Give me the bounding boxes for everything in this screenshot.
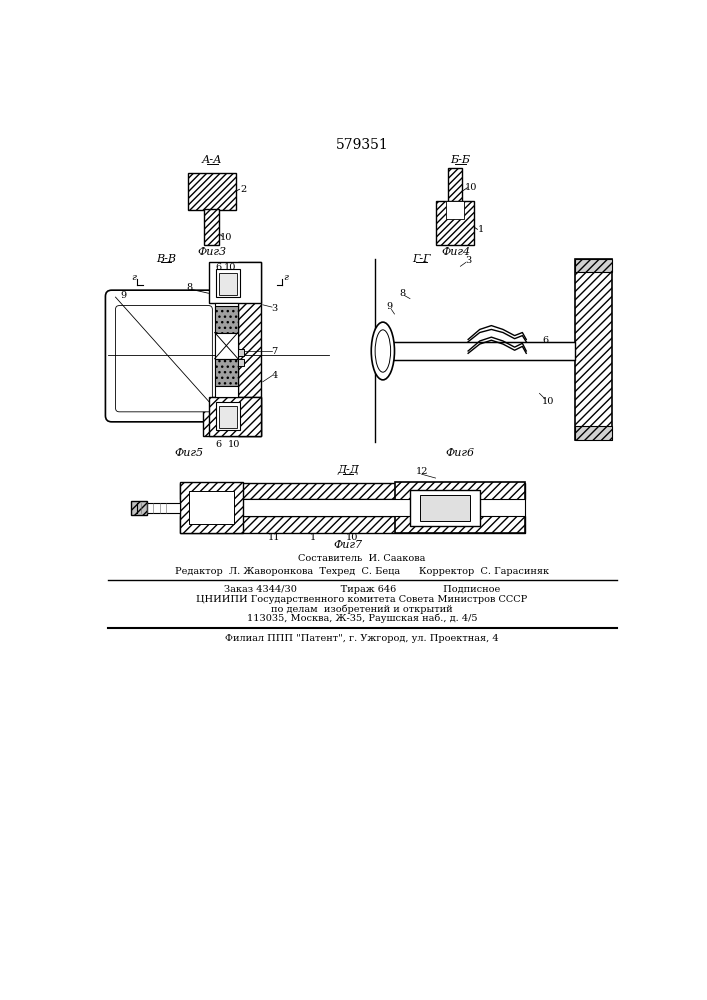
Bar: [215, 303, 238, 397]
Text: Б-Б: Б-Б: [450, 155, 470, 165]
Text: Фиг4: Фиг4: [441, 247, 470, 257]
Text: 10: 10: [346, 533, 358, 542]
Bar: [209, 397, 261, 436]
Bar: [238, 262, 261, 436]
Bar: [215, 333, 238, 359]
Text: 579351: 579351: [336, 138, 388, 152]
Bar: [575, 426, 612, 440]
Bar: [375, 342, 575, 360]
Bar: [216, 269, 240, 297]
Text: 3: 3: [465, 256, 472, 265]
Bar: [395, 482, 525, 533]
Bar: [410, 490, 480, 526]
Text: Д-Д: Д-Д: [337, 465, 359, 475]
Bar: [215, 359, 238, 386]
Text: Редактор  Л. Жаворонкова  Техред  С. Беца      Корректор  С. Гарасиняк: Редактор Л. Жаворонкова Техред С. Беца К…: [175, 567, 549, 576]
Text: 8: 8: [399, 289, 405, 298]
Text: 3: 3: [271, 304, 278, 313]
Text: г: г: [131, 273, 136, 282]
Bar: [204, 209, 219, 245]
Bar: [448, 168, 462, 202]
Bar: [180, 483, 525, 499]
Bar: [215, 306, 238, 333]
FancyBboxPatch shape: [115, 306, 212, 412]
Text: Г-Г: Г-Г: [412, 254, 431, 264]
Text: 11: 11: [268, 533, 281, 542]
Bar: [445, 201, 464, 219]
Text: Составитель  И. Саакова: Составитель И. Саакова: [298, 554, 426, 563]
Ellipse shape: [375, 330, 391, 372]
Bar: [575, 259, 612, 272]
Text: 6: 6: [542, 336, 549, 345]
Text: 113035, Москва, Ж-35, Раушская наб., д. 4/5: 113035, Москва, Ж-35, Раушская наб., д. …: [247, 613, 477, 623]
Bar: [180, 499, 525, 516]
Text: Фиг7: Фиг7: [334, 540, 363, 550]
Text: 6: 6: [216, 440, 221, 449]
Text: Фиг5: Фиг5: [175, 448, 204, 458]
Text: 4: 4: [271, 371, 278, 380]
Bar: [180, 482, 243, 533]
Bar: [420, 495, 469, 521]
Text: 9: 9: [386, 302, 392, 311]
Bar: [187, 173, 235, 210]
Text: 8: 8: [186, 283, 192, 292]
Text: 7: 7: [271, 347, 278, 356]
Text: 10: 10: [220, 233, 233, 242]
Bar: [218, 273, 237, 295]
Bar: [189, 491, 234, 524]
Text: 1: 1: [310, 533, 316, 542]
Text: А-А: А-А: [202, 155, 223, 165]
Bar: [218, 406, 237, 428]
Bar: [209, 262, 261, 303]
Text: Заказ 4344/30              Тираж 646               Подписное: Заказ 4344/30 Тираж 646 Подписное: [224, 585, 500, 594]
Ellipse shape: [371, 322, 395, 380]
Text: В-В: В-В: [156, 254, 176, 264]
Bar: [575, 259, 612, 440]
Text: 10: 10: [542, 397, 554, 406]
Bar: [238, 359, 244, 366]
Text: 1: 1: [477, 225, 484, 234]
Bar: [436, 201, 474, 245]
Bar: [375, 342, 575, 360]
Text: 2: 2: [240, 185, 247, 194]
Text: 6: 6: [216, 263, 221, 272]
Text: 10: 10: [228, 440, 240, 449]
FancyBboxPatch shape: [105, 290, 230, 422]
Text: по делам  изобретений и открытий: по делам изобретений и открытий: [271, 604, 452, 614]
Bar: [203, 397, 261, 436]
Text: 12: 12: [416, 467, 428, 476]
Text: Филиал ППП "Патент", г. Ужгород, ул. Проектная, 4: Филиал ППП "Патент", г. Ужгород, ул. Про…: [225, 634, 498, 643]
Text: ЦНИИПИ Государственного комитета Совета Министров СССР: ЦНИИПИ Государственного комитета Совета …: [197, 595, 527, 604]
Text: 9: 9: [120, 291, 127, 300]
Text: 10: 10: [224, 263, 236, 272]
Text: Фиг6: Фиг6: [446, 448, 475, 458]
Bar: [131, 501, 146, 515]
Bar: [216, 402, 240, 430]
Bar: [137, 503, 180, 513]
Bar: [209, 262, 261, 303]
Text: г: г: [284, 273, 288, 282]
Text: 10: 10: [465, 183, 477, 192]
Text: Фиг3: Фиг3: [198, 247, 227, 257]
Bar: [180, 516, 525, 533]
Bar: [238, 349, 244, 356]
